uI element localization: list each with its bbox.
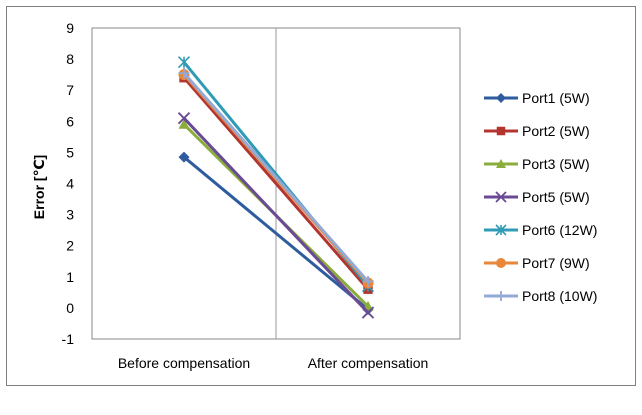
legend-entry: Port6 (12W) bbox=[484, 222, 597, 238]
y-axis-ticks: -1 0 1 2 3 4 5 6 7 8 9 bbox=[62, 20, 75, 347]
x-axis-categories: Before compensation After compensation bbox=[118, 355, 428, 371]
legend-entry: Port2 (5W) bbox=[484, 123, 590, 139]
legend-entry: Port5 (5W) bbox=[484, 189, 590, 205]
data-point-marker bbox=[178, 67, 190, 79]
y-tick-label: -1 bbox=[62, 331, 75, 347]
data-point-marker bbox=[361, 306, 375, 319]
legend-label: Port2 (5W) bbox=[522, 123, 590, 139]
series-line bbox=[182, 117, 370, 314]
data-point-marker bbox=[177, 56, 191, 69]
data-point-marker bbox=[362, 275, 374, 287]
legend-label: Port3 (5W) bbox=[522, 156, 590, 172]
legend-entry: Port7 (9W) bbox=[484, 255, 590, 271]
data-point-marker bbox=[495, 224, 507, 236]
legend-label: Port6 (12W) bbox=[522, 222, 597, 238]
series-group bbox=[178, 67, 374, 287]
data-point-marker bbox=[495, 191, 507, 203]
y-tick-label: 9 bbox=[66, 20, 74, 36]
data-point-marker bbox=[496, 93, 506, 103]
x-category-label: Before compensation bbox=[118, 355, 250, 371]
legend-label: Port1 (5W) bbox=[522, 90, 590, 106]
y-tick-label: 1 bbox=[66, 269, 74, 285]
legend-label: Port8 (10W) bbox=[522, 288, 597, 304]
x-category-label: After compensation bbox=[308, 355, 429, 371]
y-tick-label: 2 bbox=[66, 238, 74, 254]
y-tick-label: 6 bbox=[66, 113, 74, 129]
series-line bbox=[183, 155, 369, 311]
legend-label: Port7 (9W) bbox=[522, 255, 590, 271]
y-tick-label: 4 bbox=[66, 176, 74, 192]
series-line bbox=[182, 76, 370, 291]
series-line bbox=[182, 72, 370, 283]
y-axis-title: Error [℃] bbox=[31, 155, 47, 219]
data-point-marker bbox=[177, 112, 191, 125]
series-lines bbox=[177, 56, 375, 319]
y-tick-label: 3 bbox=[66, 207, 74, 223]
legend-label: Port5 (5W) bbox=[522, 189, 590, 205]
y-tick-label: 8 bbox=[66, 51, 74, 67]
data-point-marker bbox=[178, 118, 190, 129]
y-tick-label: 5 bbox=[66, 144, 74, 160]
legend-entry: Port1 (5W) bbox=[484, 90, 590, 106]
y-tick-label: 0 bbox=[66, 300, 74, 316]
series-group bbox=[177, 112, 375, 319]
data-point-marker bbox=[496, 126, 506, 136]
legend-entry: Port8 (10W) bbox=[484, 288, 597, 304]
y-tick-label: 7 bbox=[66, 82, 74, 98]
data-point-marker bbox=[178, 151, 190, 163]
data-point-marker bbox=[496, 258, 506, 268]
legend: Port1 (5W) Port2 (5W) Port3 (5W) Port5 (5W)… bbox=[484, 90, 597, 304]
data-point-marker bbox=[496, 159, 506, 168]
data-point-marker bbox=[496, 291, 506, 301]
legend-entry: Port3 (5W) bbox=[484, 156, 590, 172]
